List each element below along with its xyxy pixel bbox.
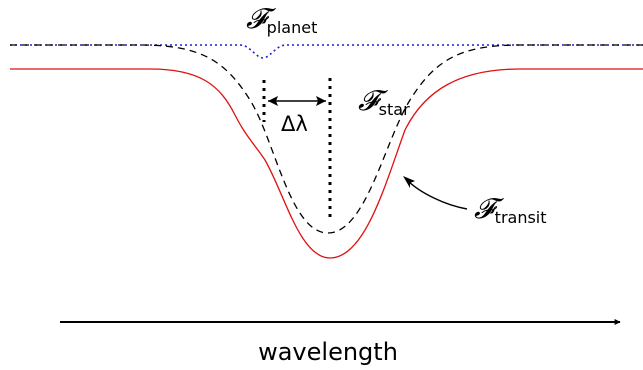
transit-pointer-arrow (403, 176, 468, 210)
star-flux-curve (10, 44, 643, 234)
delta-lambda-label: Δλ (281, 112, 308, 136)
planet-flux-curve (10, 44, 643, 59)
star-flux-label: 𝓕star (358, 84, 410, 119)
delta-lambda-arrow (268, 96, 326, 106)
transit-flux-curve (10, 68, 643, 259)
planet-flux-label: 𝓕planet (246, 2, 317, 37)
wavelength-axis-label: wavelength (258, 338, 398, 366)
transit-flux-label: 𝓕transit (474, 192, 547, 227)
